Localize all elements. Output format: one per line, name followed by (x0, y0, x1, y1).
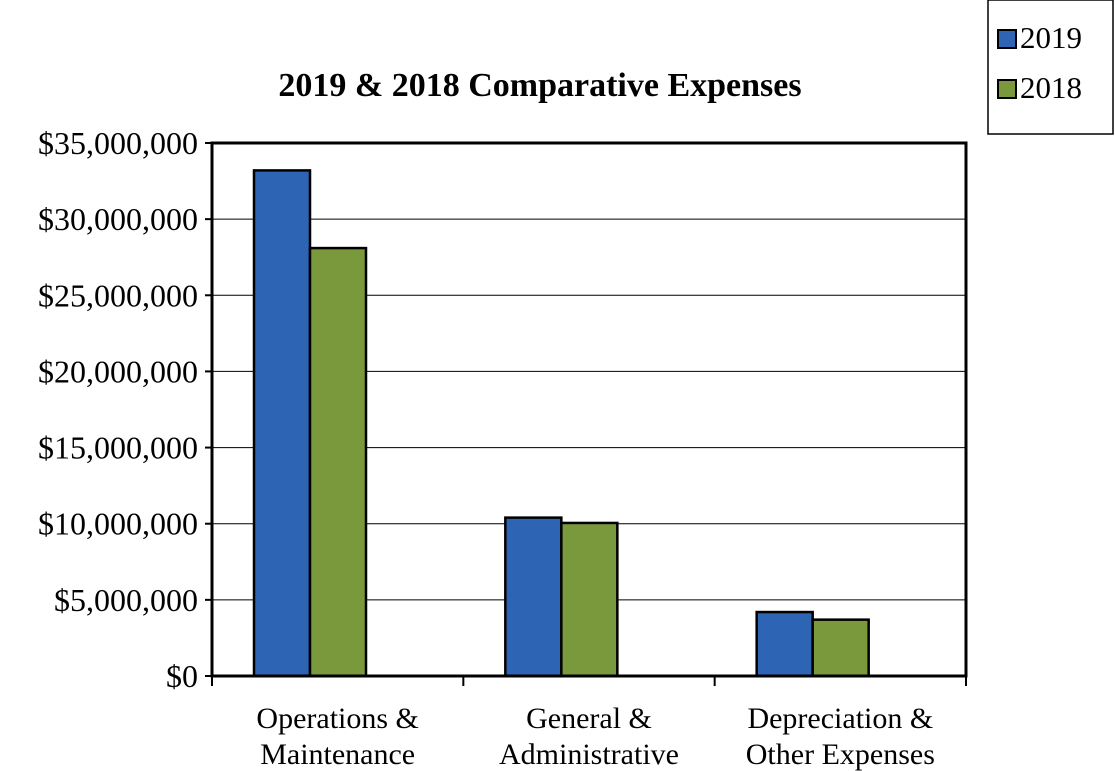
y-tick-label: $5,000,000 (54, 582, 198, 618)
y-tick-label: $35,000,000 (38, 125, 198, 161)
y-axis-ticks: $0 $5,000,000 $10,000,000 $15,000,000 $20,00… (38, 125, 212, 694)
x-tick-label: Depreciation & Other Expenses (746, 702, 935, 771)
legend: 2019 2018 (987, 0, 1114, 135)
bar-2019-2 (755, 610, 814, 678)
x-axis-ticks: Operations & Maintenance General & Administ… (211, 676, 967, 771)
y-tick-label: $10,000,000 (38, 506, 198, 542)
y-tick-label: $25,000,000 (38, 277, 198, 313)
y-tick-label: $30,000,000 (38, 201, 198, 237)
legend-box (987, 0, 1114, 135)
bar-2018-2 (811, 618, 870, 678)
legend-label-2019: 2019 (1020, 20, 1082, 55)
y-tick-label: $20,000,000 (38, 353, 198, 389)
bar-2018-1 (560, 521, 619, 678)
y-tick-label: $15,000,000 (38, 430, 198, 466)
chart-title: 2019 & 2018 Comparative Expenses (278, 67, 801, 104)
bars (252, 169, 870, 678)
x-tick-label: Operations & Maintenance (256, 702, 418, 771)
x-tick-label: General & Administrative (499, 702, 679, 771)
bar-2019-1 (504, 516, 563, 678)
bar-2019-0 (252, 169, 312, 678)
legend-swatch-2018 (997, 79, 1017, 99)
y-tick-label: $0 (166, 658, 198, 694)
legend-swatch-2019 (997, 29, 1017, 49)
plot-area-frame (210, 141, 968, 678)
legend-label-2018: 2018 (1020, 70, 1082, 105)
bar-2018-0 (308, 246, 368, 678)
